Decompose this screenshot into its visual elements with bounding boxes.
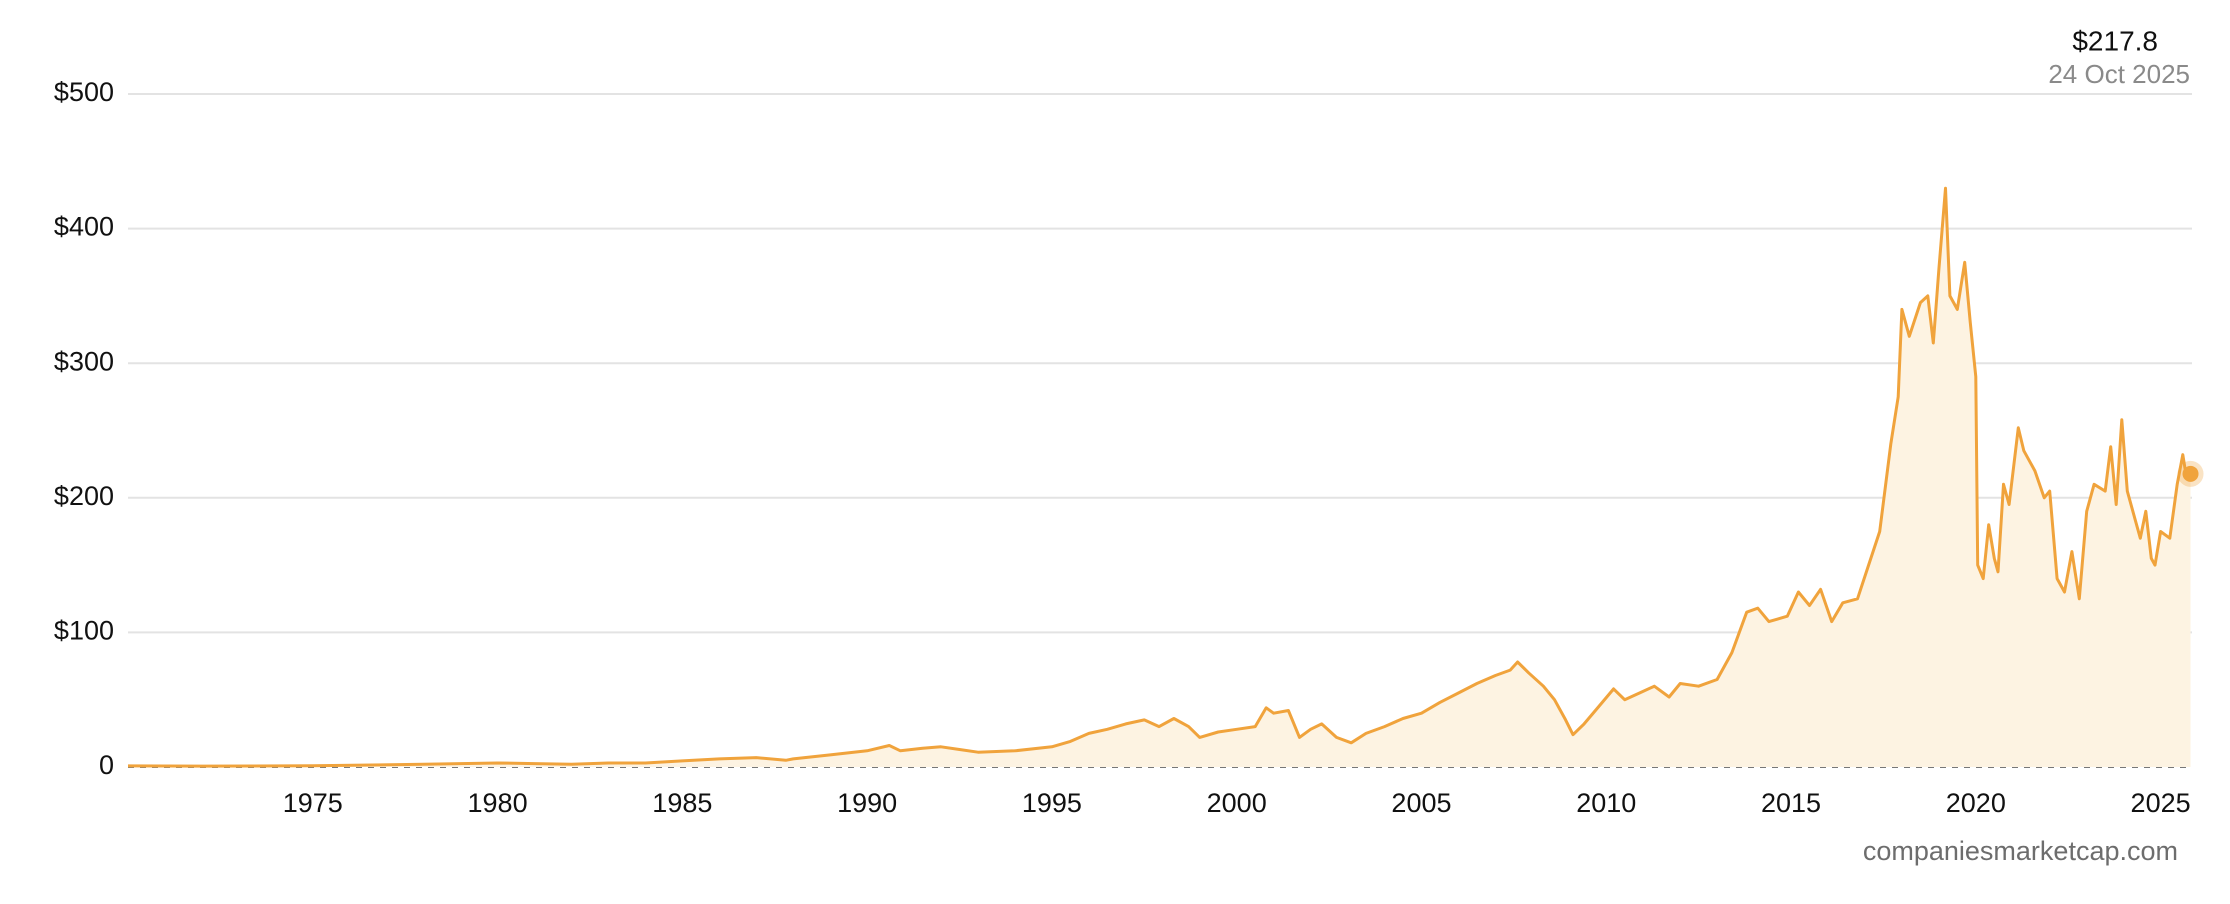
source-label: companiesmarketcap.com — [1863, 836, 2178, 866]
x-tick-label: 1975 — [283, 788, 343, 818]
area — [128, 188, 2191, 767]
x-tick-label: 2025 — [2131, 788, 2191, 818]
x-tick-label: 1985 — [652, 788, 712, 818]
y-tick-label: $500 — [54, 77, 114, 107]
last-date-label: 24 Oct 2025 — [2048, 59, 2190, 89]
y-tick-label: $200 — [54, 481, 114, 511]
y-tick-label: 0 — [99, 750, 114, 780]
x-tick-label: 2015 — [1761, 788, 1821, 818]
last-point — [2182, 465, 2199, 482]
x-tick-label: 2005 — [1391, 788, 1451, 818]
x-tick-label: 2000 — [1207, 788, 1267, 818]
y-tick-label: $100 — [54, 616, 114, 646]
x-tick-label: 2010 — [1576, 788, 1636, 818]
x-tick-label: 2020 — [1946, 788, 2006, 818]
last-value-label: $217.8 — [2072, 25, 2158, 56]
x-tick-label: 1995 — [1022, 788, 1082, 818]
x-tick-label: 1980 — [468, 788, 528, 818]
y-tick-label: $400 — [54, 212, 114, 242]
y-tick-label: $300 — [54, 346, 114, 376]
x-tick-label: 1990 — [837, 788, 897, 818]
price-line — [127, 186, 2192, 768]
